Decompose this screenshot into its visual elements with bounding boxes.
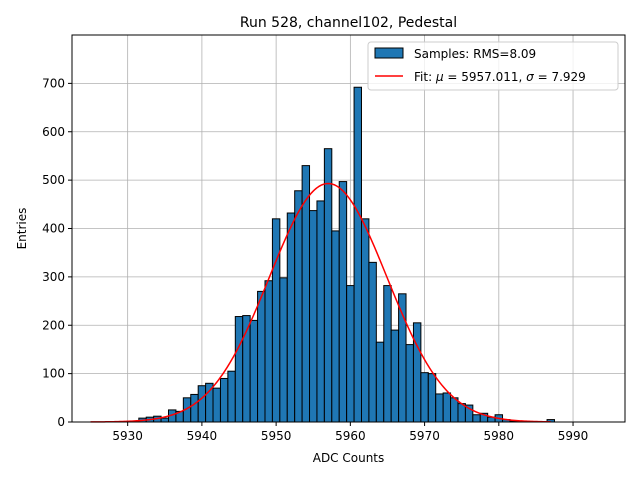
y-axis: 0 100 200 300 400 500 600 700 [42,76,72,429]
histogram-bar [160,417,169,423]
histogram-bar [442,392,452,423]
histogram-bar [375,341,385,423]
y-tick-label-6: 600 [42,125,65,139]
y-tick-label-3: 300 [42,270,65,284]
legend-swatch-samples [374,47,404,59]
histogram-bars [138,86,555,423]
y-tick-label-4: 400 [42,222,65,236]
histogram-bar [309,210,318,423]
histogram-bar [353,86,362,423]
histogram-bar [346,285,355,423]
histogram-bar [360,218,370,423]
histogram-bar [234,316,244,423]
x-tick-label-2: 5950 [261,429,292,443]
histogram-bar [472,414,481,423]
histogram-bar [264,280,273,423]
histogram-bar [219,377,229,423]
histogram-bar [368,261,377,423]
x-tick-label-3: 5960 [335,429,366,443]
histogram-bar [331,230,340,423]
histogram-bar [323,148,333,423]
histogram-bar [257,290,266,423]
legend-box [367,41,619,91]
y-tick-label-2: 200 [42,318,65,332]
histogram-bar [227,370,236,423]
histogram-bar [427,373,437,423]
histogram-bar [197,385,207,423]
x-tick-label-5: 5980 [484,429,515,443]
x-tick-label-6: 5990 [558,429,589,443]
legend: Samples: RMS=8.09 Fit: μ = 5957.011, σ =… [367,41,619,91]
histogram-bar [420,372,429,423]
x-axis: 5930 5940 5950 5960 5970 5980 5990 [112,422,588,443]
histogram-bar [435,393,444,423]
chart-title: Run 528, channel102, Pedestal [240,15,457,31]
fit-curve [90,182,551,423]
x-tick-label-1: 5940 [187,429,218,443]
histogram-bar [271,218,281,423]
histogram-bar [212,387,221,423]
x-tick-label-0: 5930 [112,429,143,443]
histogram-bar [294,190,303,423]
legend-label-fit: Fit: μ = 5957.011, σ = 7.929 [414,70,586,84]
y-tick-label-0: 0 [57,415,65,429]
y-axis-label: Entries [15,208,29,250]
histogram-bar [190,393,199,423]
histogram-bar [249,319,259,423]
histogram-bar [450,397,459,423]
histogram-bar [405,344,414,423]
histogram-bar [279,277,288,423]
histogram-bar [316,200,325,423]
x-tick-label-4: 5970 [409,429,440,443]
histogram-bar [383,285,392,423]
histogram-bar [338,181,348,423]
legend-label-samples: Samples: RMS=8.09 [414,47,536,61]
y-tick-label-7: 700 [42,76,65,90]
y-tick-label-5: 500 [42,173,65,187]
x-axis-label: ADC Counts [313,451,385,465]
y-tick-label-1: 100 [42,367,65,381]
histogram-bar [412,322,422,423]
histogram-bar [390,329,400,423]
histogram-bar [286,212,296,423]
grid [72,35,625,423]
